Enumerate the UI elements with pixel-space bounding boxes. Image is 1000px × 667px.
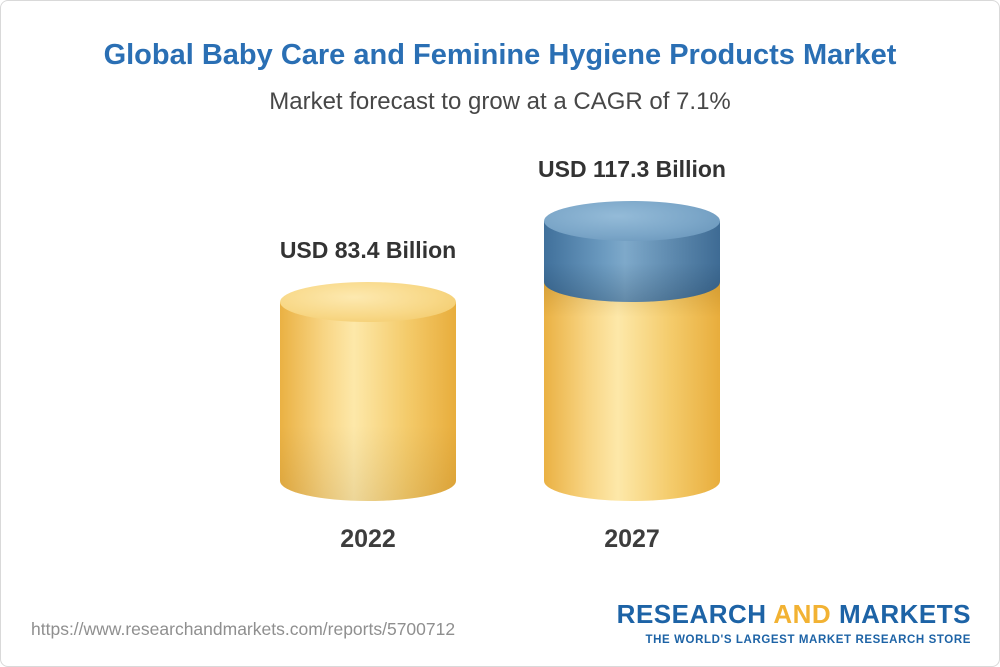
- cylinder-top-cap-2027: [544, 201, 720, 241]
- cylinder-chart: USD 83.4 Billion 2022 USD 117.3 Billion …: [1, 156, 999, 554]
- brand-logo: RESEARCH AND MARKETS THE WORLD'S LARGEST…: [617, 599, 971, 646]
- cylinder-2022: [280, 281, 456, 502]
- growth-segment-2027: [544, 201, 720, 302]
- value-label-2027: USD 117.3 Billion: [538, 156, 726, 182]
- cylinder-top-cap-2022: [280, 281, 456, 322]
- footer: https://www.researchandmarkets.com/repor…: [1, 599, 999, 666]
- cylinder-2027: [544, 201, 720, 502]
- logo-word-research: RESEARCH: [616, 599, 767, 629]
- bar-column-2022: USD 83.4 Billion 2022: [243, 237, 493, 554]
- page-title: Global Baby Care and Feminine Hygiene Pr…: [103, 39, 897, 71]
- base-segment-2027: [544, 281, 720, 502]
- category-label-2027: 2027: [604, 524, 660, 553]
- page-subtitle: Market forecast to grow at a CAGR of 7.1…: [269, 88, 731, 115]
- report-url: https://www.researchandmarkets.com/repor…: [31, 619, 456, 639]
- brand-logo-wordmark: RESEARCH AND MARKETS: [617, 599, 971, 630]
- header: Global Baby Care and Feminine Hygiene Pr…: [1, 1, 999, 116]
- value-label-2022: USD 83.4 Billion: [279, 236, 457, 263]
- logo-word-and: AND: [773, 599, 832, 629]
- logo-word-markets: MARKETS: [838, 599, 971, 629]
- bar-column-2027: USD 117.3 Billion 2027: [507, 156, 757, 554]
- category-label-2022: 2022: [340, 524, 396, 553]
- brand-tagline: THE WORLD'S LARGEST MARKET RESEARCH STOR…: [645, 634, 971, 646]
